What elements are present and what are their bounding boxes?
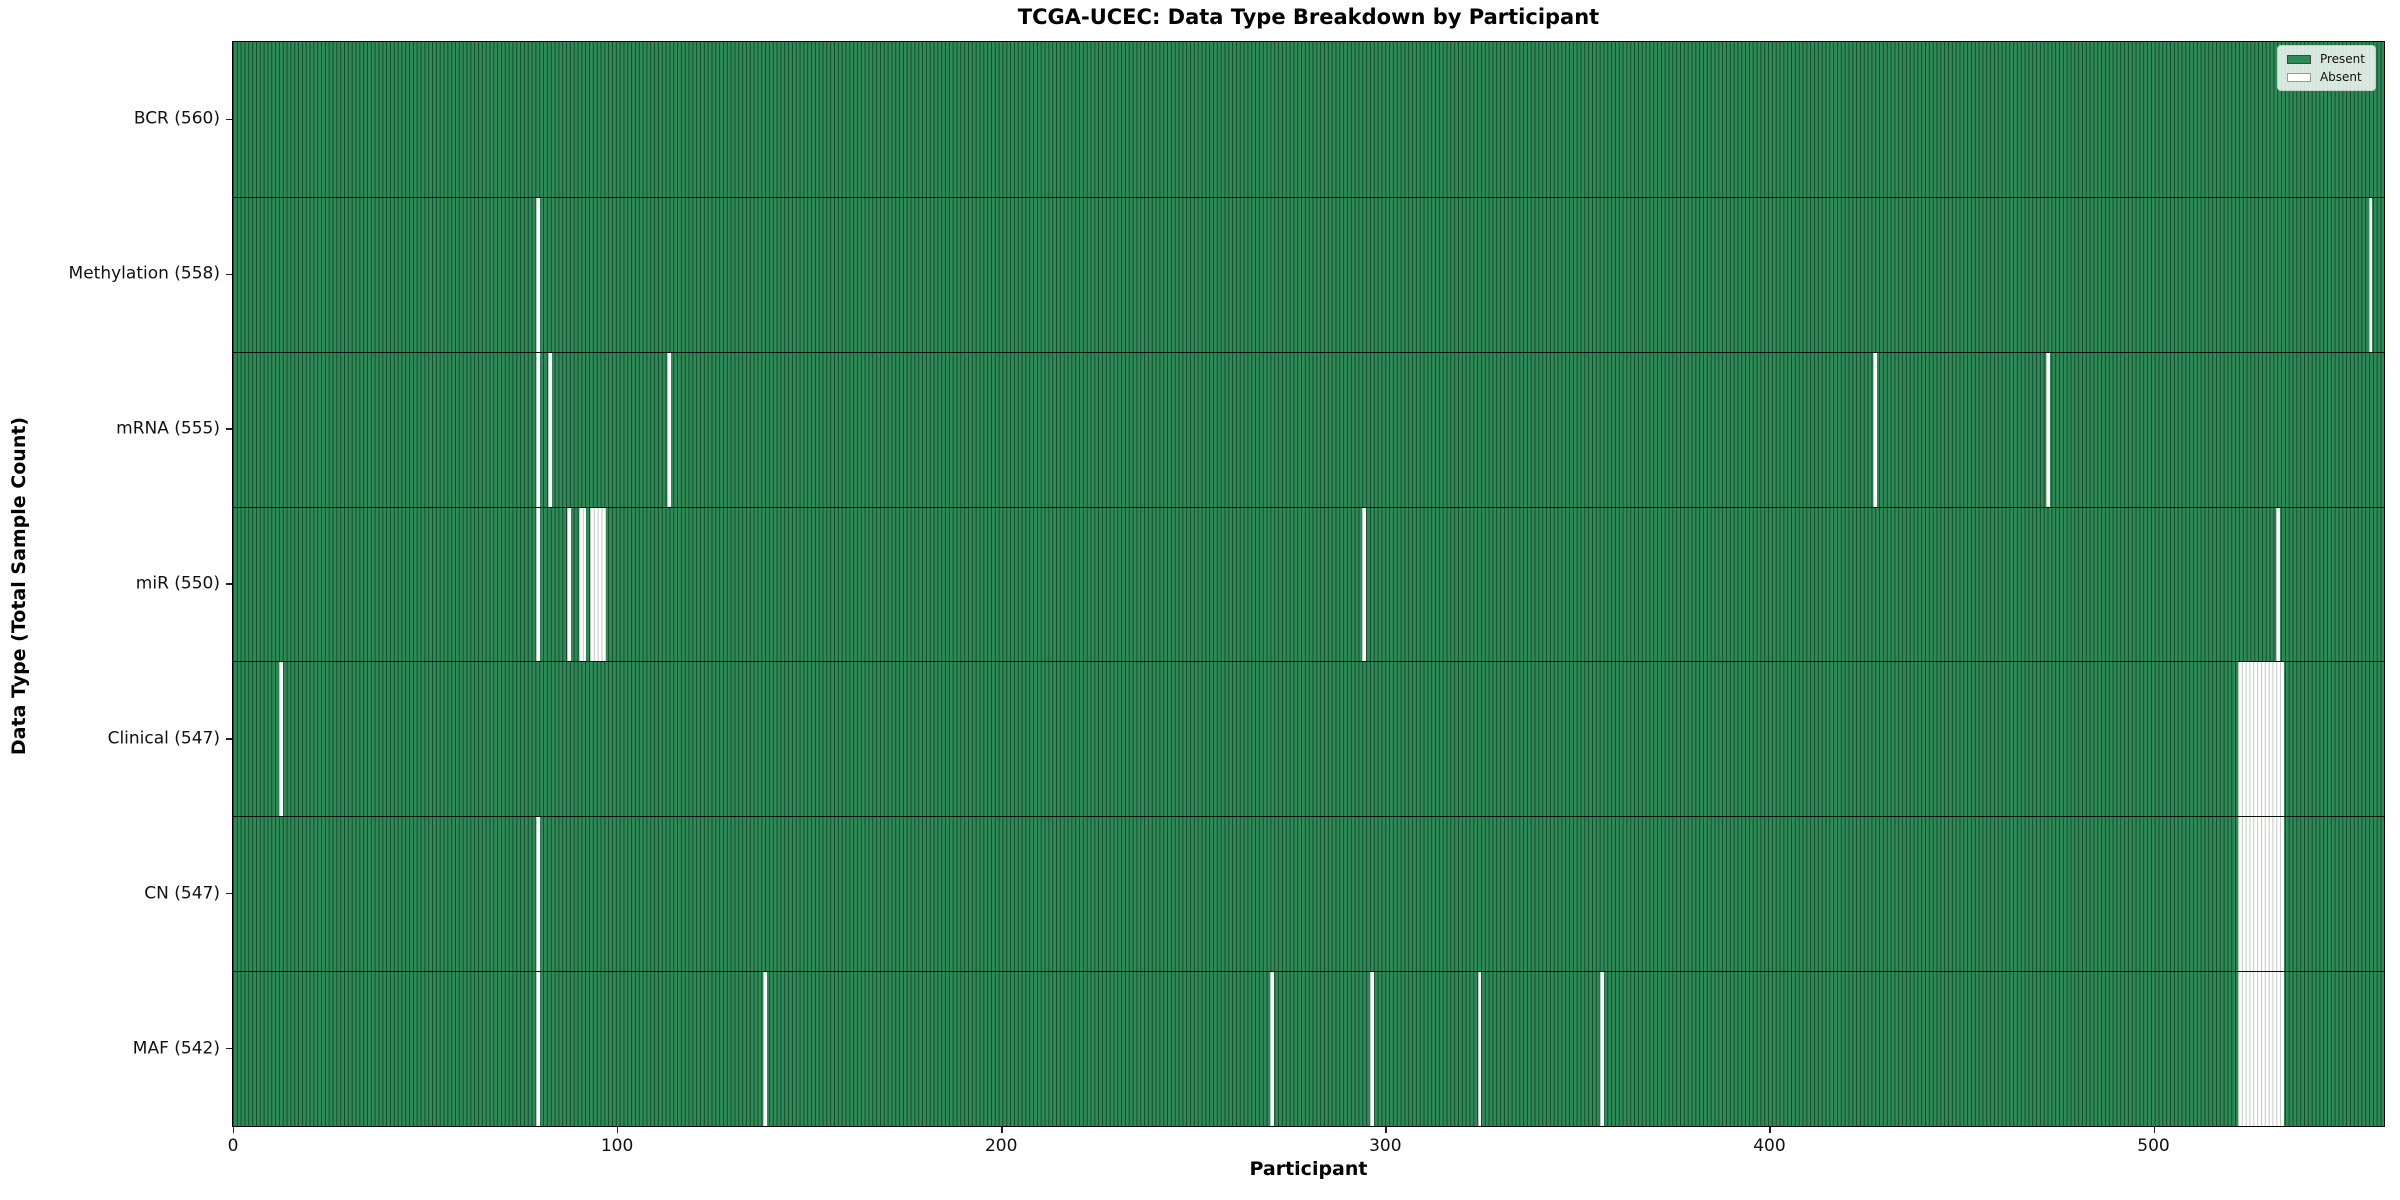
absent-gap-CN-p79 xyxy=(536,817,541,972)
ytick-mark-Methylation xyxy=(226,273,232,275)
xtick-mark-200 xyxy=(1001,1127,1003,1133)
absent-gap-MAF-p138 xyxy=(763,972,767,1126)
absent-gap-Methylation-p556 xyxy=(2368,197,2373,352)
ytick-label-BCR: BCR (560) xyxy=(133,108,220,129)
absent-gap-Methylation-p79 xyxy=(536,197,541,352)
absent-gap-MAF-p79 xyxy=(536,972,541,1126)
absent-gap-miR-p90 xyxy=(578,507,587,662)
legend-label-absent: Absent xyxy=(2319,70,2362,84)
ytick-mark-mRNA xyxy=(226,428,232,430)
legend-entry-present: Present xyxy=(2286,52,2365,66)
absent-gap-miR-p532 xyxy=(2276,507,2281,662)
absent-gap-mRNA-p79 xyxy=(536,352,541,507)
xtick-label-200: 200 xyxy=(984,1136,1018,1156)
ytick-mark-Clinical xyxy=(226,738,232,740)
absent-gap-CN-p522 xyxy=(2238,817,2285,972)
x-axis-label: Participant xyxy=(1249,1158,1368,1180)
row-BCR xyxy=(233,42,2384,197)
absent-gap-miR-p79 xyxy=(536,507,541,662)
absent-gap-Clinical-p12 xyxy=(279,662,283,817)
xtick-mark-400 xyxy=(1769,1127,1771,1133)
xtick-label-300: 300 xyxy=(1369,1136,1402,1156)
legend-entry-absent: Absent xyxy=(2286,70,2365,84)
absent-gap-MAF-p270 xyxy=(1270,972,1274,1126)
absent-gap-MAF-p324 xyxy=(1477,972,1482,1126)
xtick-label-0: 0 xyxy=(227,1136,239,1156)
absent-gap-mRNA-p113 xyxy=(667,352,671,507)
present-swatch-icon xyxy=(2286,54,2311,64)
absent-gap-Clinical-p522 xyxy=(2238,662,2285,817)
row-mRNA xyxy=(233,351,2384,507)
ytick-mark-CN xyxy=(226,893,232,895)
ytick-label-MAF: MAF (542) xyxy=(132,1038,220,1059)
ytick-label-Methylation: Methylation (558) xyxy=(68,263,220,284)
chart-title: TCGA-UCEC: Data Type Breakdown by Partic… xyxy=(1017,5,1600,29)
row-Clinical xyxy=(233,661,2384,817)
xtick-mark-500 xyxy=(2153,1127,2155,1133)
ytick-mark-BCR xyxy=(226,118,232,121)
absent-gap-MAF-p356 xyxy=(1600,972,1605,1126)
absent-gap-mRNA-p472 xyxy=(2045,352,2050,507)
legend-label-present: Present xyxy=(2319,52,2365,66)
ytick-label-mRNA: mRNA (555) xyxy=(116,418,220,439)
absent-gap-MAF-p296 xyxy=(1369,972,1374,1126)
legend: Present Absent xyxy=(2276,45,2376,91)
ytick-mark-miR xyxy=(226,583,232,585)
xtick-label-400: 400 xyxy=(1753,1136,1786,1156)
absent-gap-miR-p87 xyxy=(567,507,571,662)
row-MAF xyxy=(233,971,2384,1126)
xtick-label-100: 100 xyxy=(600,1136,634,1156)
absent-gap-miR-p93 xyxy=(590,507,606,662)
xtick-mark-100 xyxy=(617,1127,619,1133)
absent-gap-mRNA-p82 xyxy=(547,352,552,507)
ytick-mark-MAF xyxy=(226,1047,232,1050)
absent-gap-miR-p294 xyxy=(1362,507,1367,662)
xtick-mark-0 xyxy=(233,1127,235,1133)
plot-area: Present Absent xyxy=(232,41,2385,1127)
row-CN xyxy=(233,816,2384,972)
row-miR xyxy=(233,506,2384,662)
absent-gap-MAF-p522 xyxy=(2238,972,2285,1126)
absent-swatch-icon xyxy=(2286,72,2311,82)
xtick-mark-300 xyxy=(1385,1127,1387,1133)
ytick-label-CN: CN (547) xyxy=(144,883,220,904)
absent-gap-mRNA-p427 xyxy=(1873,352,1877,507)
xtick-label-500: 500 xyxy=(2137,1136,2170,1156)
ytick-label-miR: miR (550) xyxy=(135,573,220,594)
row-Methylation xyxy=(233,196,2384,352)
ytick-label-Clinical: Clinical (547) xyxy=(107,728,220,749)
